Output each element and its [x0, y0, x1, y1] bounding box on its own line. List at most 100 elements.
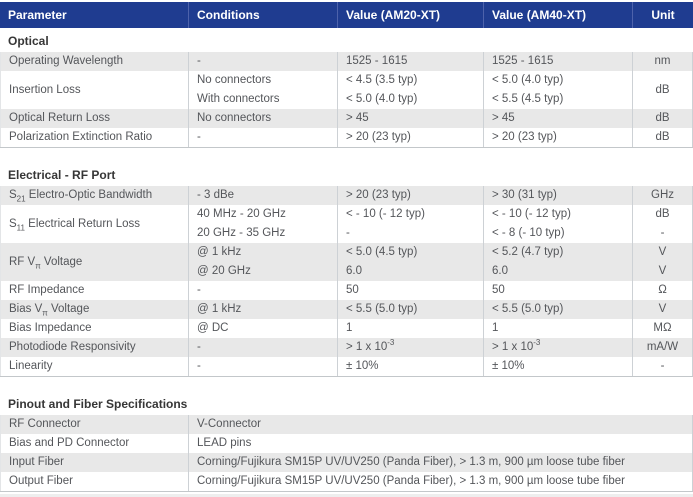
section-rows-optical: Operating Wavelength - 1525 - 1615 1525 - 1…	[0, 52, 693, 148]
cell-value-am20-xt-text: > 20 (23 typ)	[346, 189, 411, 201]
cell-parameter: RF Connector	[0, 415, 188, 434]
table-row-s11-electrical-return-loss: S11 Electrical Return Loss 40 MHz - 20 GH…	[0, 205, 693, 243]
cell-unit-text: dB	[655, 131, 670, 143]
cell-unit-text: dB	[655, 83, 670, 96]
cell-parameter: Photodiode Responsivity	[0, 338, 188, 357]
cell-value-am20-xt: < - 10 (- 12 typ) -	[337, 205, 483, 243]
cell-condition: No connectors With connectors	[188, 71, 337, 109]
cell-value-am40-xt: 1525 - 1615	[483, 52, 632, 71]
cell-condition: @ DC	[188, 319, 337, 338]
table-row-bias-impedance: Bias Impedance @ DC 1 1 MΩ	[0, 319, 693, 338]
cell-unit: dB -	[632, 205, 693, 243]
superscript: -3	[387, 338, 395, 348]
cell-span-value: Corning/Fujikura SM15P UV/UV250 (Panda F…	[188, 472, 693, 491]
cell-parameter: Linearity	[0, 357, 188, 376]
cell-condition: - 3 dBe	[188, 186, 337, 205]
cell-parameter-text: S21 Electro-Optic Bandwidth	[9, 189, 153, 204]
subscript: π	[35, 260, 41, 270]
cell-unit-text: dB	[655, 208, 670, 220]
cell-parameter-text: Output Fiber	[9, 475, 73, 487]
cell-value-am40-xt: > 1 x 10-3	[483, 338, 632, 357]
cell-value-am20-xt: > 20 (23 typ)	[337, 186, 483, 205]
table-row-bias-v-voltage: Bias Vπ Voltage @ 1 kHz < 5.5 (5.0 typ) < 5…	[0, 300, 693, 319]
cell-value-am20-xt: < 5.5 (5.0 typ)	[337, 300, 483, 319]
cell-value-am40-xt-text: > 30 (31 typ)	[492, 189, 557, 201]
cell-parameter-text: Photodiode Responsivity	[9, 341, 136, 353]
cell-value-am40-xt-text: < 5.0 (4.0 typ)	[492, 74, 564, 86]
cell-parameter-text: Polarization Extinction Ratio	[9, 131, 153, 143]
cell-condition: -	[188, 338, 337, 357]
subscript: π	[42, 308, 48, 318]
cell-value-am20-xt-text: ± 10%	[346, 360, 379, 372]
header-row: Parameter Conditions Value (AM20-XT) Value …	[0, 2, 693, 28]
cell-unit: mA/W	[632, 338, 693, 357]
table-row-input-fiber: Input Fiber Corning/Fujikura SM15P UV/UV2…	[0, 453, 693, 472]
cell-unit: MΩ	[632, 319, 693, 338]
cell-value-am20-xt-text: < 4.5 (3.5 typ)	[346, 74, 418, 86]
cell-value-am20-xt-text: -	[346, 227, 350, 239]
spec-table-sections: Optical Operating Wavelength - 1525 - 1615 1…	[0, 29, 693, 492]
cell-parameter-text: Insertion Loss	[9, 83, 81, 96]
table-row-rf-impedance: RF Impedance - 50 50 Ω	[0, 281, 693, 300]
cell-parameter-text: S11 Electrical Return Loss	[9, 217, 141, 232]
section-title-pinout-and-fiber-specifications: Pinout and Fiber Specifications	[8, 397, 188, 411]
cell-value-am20-xt-text: > 1 x 10-3	[346, 338, 395, 353]
cell-unit: -	[632, 357, 693, 376]
cell-unit-text: Ω	[658, 284, 667, 296]
cell-value-am40-xt: 1	[483, 319, 632, 338]
cell-parameter-text: RF Connector	[9, 418, 81, 430]
cell-unit: Ω	[632, 281, 693, 300]
cell-value-am40-xt: 50	[483, 281, 632, 300]
column-header-value-am40-xt: Value (AM40-XT)	[483, 2, 632, 28]
cell-value-am20-xt-text: 50	[346, 284, 359, 296]
cell-condition: 40 MHz - 20 GHz 20 GHz - 35 GHz	[188, 205, 337, 243]
cell-condition-text: No connectors	[197, 74, 272, 86]
subscript: 11	[16, 222, 25, 232]
table-row-operating-wavelength: Operating Wavelength - 1525 - 1615 1525 - 1…	[0, 52, 693, 71]
cell-parameter: Operating Wavelength	[0, 52, 188, 71]
cell-condition-text: -	[197, 284, 201, 296]
cell-condition-text: -	[197, 131, 201, 143]
cell-parameter-text: Linearity	[9, 360, 53, 372]
cell-unit-text: V	[658, 265, 667, 277]
cell-unit-text: nm	[654, 55, 671, 67]
cell-value-am40-xt-text: < - 8 (- 10 typ)	[492, 227, 565, 239]
table-row-polarization-extinction-ratio: Polarization Extinction Ratio - > 20 (23 t…	[0, 128, 693, 147]
cell-span-value: LEAD pins	[188, 434, 693, 453]
cell-value-am20-xt: 1525 - 1615	[337, 52, 483, 71]
cell-condition-text: @ 1 kHz	[197, 303, 242, 315]
cell-value-am40-xt: < 5.2 (4.7 typ) 6.0	[483, 243, 632, 281]
cell-value-am40-xt-text: > 1 x 10-3	[492, 338, 541, 353]
cell-unit: V	[632, 300, 693, 319]
cell-unit-text: mA/W	[646, 341, 679, 353]
cell-span-value-text: Corning/Fujikura SM15P UV/UV250 (Panda F…	[197, 456, 625, 468]
cell-parameter: Input Fiber	[0, 453, 188, 472]
cell-parameter-text: RF Impedance	[9, 284, 85, 296]
cell-value-am40-xt-text: 1	[492, 322, 499, 334]
superscript: -3	[533, 338, 541, 348]
cell-value-am40-xt-text: < 5.5 (5.0 typ)	[492, 303, 564, 315]
table-row-rf-connector: RF Connector V-Connector	[0, 415, 693, 434]
cell-span-value-text: Corning/Fujikura SM15P UV/UV250 (Panda F…	[197, 475, 625, 487]
cell-value-am20-xt: > 1 x 10-3	[337, 338, 483, 357]
cell-value-am20-xt-text: > 20 (23 typ)	[346, 131, 411, 143]
cell-condition-text: 40 MHz - 20 GHz	[197, 208, 286, 220]
cell-unit: dB	[632, 109, 693, 128]
cell-value-am40-xt-text: 6.0	[492, 265, 508, 277]
cell-value-am20-xt-text: < 5.0 (4.0 typ)	[346, 93, 418, 105]
table-row-rf-v-voltage: RF Vπ Voltage @ 1 kHz @ 20 GHz < 5.0 (4.5 t…	[0, 243, 693, 281]
subscript: 21	[16, 194, 26, 204]
cell-condition: -	[188, 281, 337, 300]
cell-value-am40-xt: < 5.5 (5.0 typ)	[483, 300, 632, 319]
cell-parameter-text: Bias Impedance	[9, 322, 92, 334]
cell-parameter-text: Bias and PD Connector	[9, 437, 130, 449]
cell-value-am20-xt: < 4.5 (3.5 typ) < 5.0 (4.0 typ)	[337, 71, 483, 109]
table-row-linearity: Linearity - ± 10% ± 10% -	[0, 357, 693, 376]
cell-value-am40-xt-text: ± 10%	[492, 360, 525, 372]
cell-value-am40-xt: ± 10%	[483, 357, 632, 376]
cell-parameter: Optical Return Loss	[0, 109, 188, 128]
cell-parameter: Bias Vπ Voltage	[0, 300, 188, 319]
cell-unit-text: MΩ	[653, 322, 672, 334]
cell-parameter: S11 Electrical Return Loss	[0, 205, 188, 243]
